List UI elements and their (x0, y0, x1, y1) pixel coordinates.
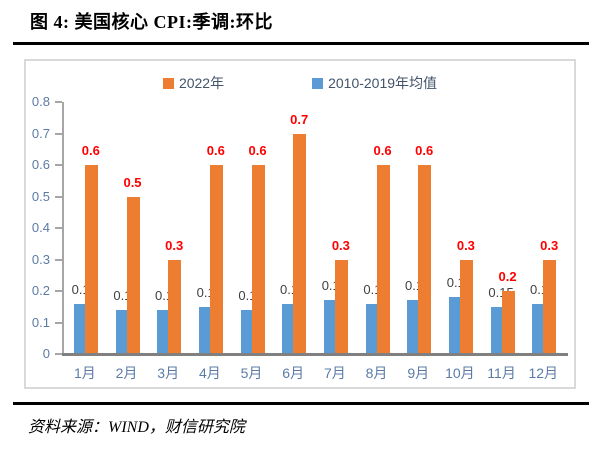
bar-label-2022: 0.3 (165, 237, 184, 253)
bar-2022 (293, 133, 307, 354)
legend-item-2022: 2022年 (162, 73, 225, 93)
y-tick (55, 195, 62, 198)
bar-2022 (251, 165, 265, 354)
y-tick-label: 0.8 (31, 94, 50, 109)
y-tick-label: 0.7 (31, 125, 50, 141)
bar-mean (115, 309, 127, 354)
legend-swatch-icon (162, 77, 174, 89)
y-axis-line (62, 102, 64, 355)
bar-label-2022: 0.5 (123, 174, 142, 190)
x-tick-label: 11月 (487, 365, 516, 381)
top-divider (13, 42, 589, 45)
month-group: 0.140.3 (147, 102, 189, 354)
bar-label-2022: 0.6 (81, 143, 100, 158)
y-tick-label: 0.1 (31, 314, 50, 330)
figure-title: 图 4: 美国核心 CPI:季调:环比 (30, 12, 273, 32)
bar-series: 0.160.60.140.50.140.30.150.60.140.60.160… (64, 102, 564, 354)
y-tick (55, 132, 62, 135)
bar-label-2022: 0.3 (540, 237, 559, 253)
month-group: 0.160.6 (64, 102, 106, 354)
bar-mean (323, 300, 335, 354)
bar-label-2022: 0.6 (373, 143, 392, 158)
month-group: 0.140.6 (231, 102, 273, 354)
bar-label-2022: 0.6 (248, 143, 267, 158)
legend-swatch-icon (312, 77, 324, 89)
chart-legend: 2022年 2010-2019年均值 (26, 73, 574, 93)
x-tick-label: 12月 (528, 365, 559, 381)
legend-label: 2010-2019年均值 (328, 75, 438, 91)
x-tick-label: 2月 (115, 365, 138, 381)
month-group: 0.170.3 (314, 102, 356, 354)
bar-label-2022: 0.6 (206, 143, 225, 158)
y-tick-label: 0.6 (31, 157, 50, 172)
source-note: 资料来源：WIND，财信研究院 (28, 419, 245, 436)
x-tick-label: 6月 (282, 365, 305, 381)
bar-mean (365, 303, 377, 354)
y-tick (55, 353, 62, 355)
month-group: 0.180.3 (439, 102, 481, 354)
bar-mean (240, 309, 252, 354)
bar-2022 (418, 165, 432, 354)
bar-2022 (84, 165, 98, 354)
bar-mean (198, 306, 210, 354)
month-group: 0.170.6 (397, 102, 439, 354)
bar-2022 (459, 259, 473, 354)
bar-mean (448, 297, 460, 354)
y-tick (55, 164, 62, 166)
month-group: 0.150.2 (481, 102, 523, 354)
x-tick-label: 3月 (157, 365, 180, 381)
bar-label-2022: 0.6 (415, 143, 434, 158)
y-tick-label: 0.4 (31, 220, 50, 235)
y-tick (55, 101, 62, 103)
bar-label-2022: 0.3 (331, 237, 350, 253)
month-group: 0.160.6 (356, 102, 398, 354)
y-tick-label: 0 (42, 346, 50, 361)
month-group: 0.160.7 (272, 102, 314, 354)
bar-mean (532, 303, 544, 354)
bar-2022 (168, 259, 182, 354)
x-tick-label: 5月 (240, 365, 263, 381)
x-tick-label: 9月 (407, 365, 430, 381)
y-tick-label: 0.5 (31, 188, 50, 204)
y-tick-label: 0.2 (31, 283, 50, 298)
x-tick-label: 4月 (198, 365, 221, 381)
y-tick (55, 290, 62, 292)
x-tick-label: 7月 (323, 365, 346, 381)
legend-label: 2022年 (178, 75, 225, 91)
legend-item-mean: 2010-2019年均值 (312, 73, 437, 93)
y-tick (55, 321, 62, 324)
x-tick-label: 1月 (73, 365, 96, 381)
bar-mean (157, 309, 169, 354)
x-axis-labels: 1月 2月 3月 4月 5月 6月 7月 8月 9月 10月 11月 12月 (64, 363, 564, 383)
bar-label-2022: 0.7 (290, 111, 309, 127)
bar-2022 (376, 165, 390, 354)
y-tick (55, 227, 62, 229)
month-group: 0.150.6 (189, 102, 231, 354)
bar-label-2022: 0.2 (498, 269, 517, 284)
chart-container: 2022年 2010-2019年均值 0 0.1 0.2 0.3 0.4 0.5 0.6 0.7… (24, 59, 576, 389)
bar-mean (282, 303, 294, 354)
bar-label-2022: 0.3 (456, 237, 475, 253)
month-group: 0.160.3 (522, 102, 564, 354)
x-tick-label: 8月 (365, 365, 388, 381)
bar-2022 (501, 291, 515, 354)
bar-2022 (126, 196, 140, 354)
bar-mean (490, 306, 502, 354)
bar-mean (407, 300, 419, 354)
bottom-divider (13, 402, 589, 405)
y-tick (55, 258, 62, 261)
plot-area: 00.10.20.30.40.50.60.70.8 0.160.60.140.5… (32, 94, 568, 361)
bar-2022 (209, 165, 223, 354)
bar-2022 (334, 259, 348, 354)
bar-2022 (543, 259, 557, 354)
x-tick-label: 10月 (445, 365, 475, 381)
month-group: 0.140.5 (106, 102, 148, 354)
y-tick-label: 0.3 (31, 251, 50, 267)
x-axis-line (62, 353, 568, 356)
bar-mean (73, 303, 85, 354)
